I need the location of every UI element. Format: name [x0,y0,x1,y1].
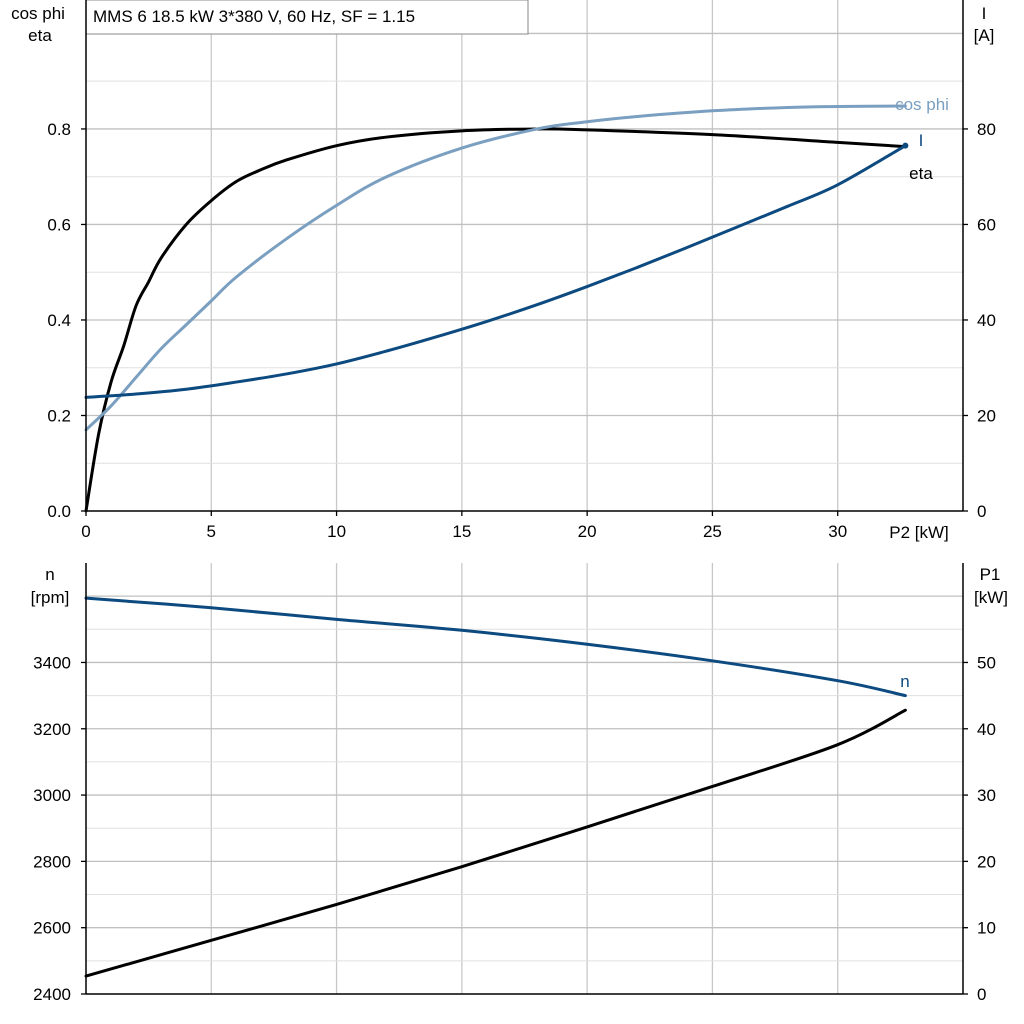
bottom-right-tick-label: 50 [977,653,996,672]
top-left-axis-label-cosphi: cos phi [11,4,65,23]
cosphi-curve-label: cos phi [895,95,949,114]
top-x-tick-label: 25 [703,522,722,541]
bottom-panel-grid [86,563,963,994]
top-left-tick-label: 0.2 [47,406,71,425]
top-right-tick-label: 20 [977,406,996,425]
p1-curve [84,708,907,978]
curves [84,104,909,978]
top-right-axis-label-i: I [982,4,987,23]
bottom-left-tick-label: 3400 [33,653,71,672]
cos-phi-curve [84,104,907,432]
top-x-tick-label: 30 [828,522,847,541]
bottom-left-tick-label: 3000 [33,786,71,805]
top-left-tick-label: 0.4 [47,311,71,330]
current-curve-label: I [919,131,924,150]
bottom-left-axis-label-unit: [rpm] [31,588,70,607]
top-right-tick-label: 40 [977,311,996,330]
bottom-right-tick-label: 0 [977,985,986,1004]
top-x-axis-label: P2 [kW] [889,523,949,542]
chart-title: MMS 6 18.5 kW 3*380 V, 60 Hz, SF = 1.15 [93,7,415,26]
top-left-tick-label: 0.6 [47,215,71,234]
top-x-tick-label: 0 [81,522,90,541]
i-curve [84,144,907,399]
bottom-right-axis-label-unit: [kW] [974,588,1008,607]
bottom-right-tick-label: 10 [977,919,996,938]
top-x-tick-label: 15 [452,522,471,541]
bottom-right-axis-label-p1: P1 [980,565,1001,584]
bottom-right-tick-label: 40 [977,720,996,739]
panel-frames [85,0,964,995]
tick-labels: 0 5 10 15 20 25 30 0.0 0.2 0.4 0.6 0.8 0 20 40 60 80 2400… [33,120,996,1004]
top-right-axis-label-unit: [A] [974,26,995,45]
top-right-tick-label: 80 [977,120,996,139]
current-curve-endpoint [902,142,909,149]
top-right-tick-label: 0 [977,502,986,521]
top-x-tick-label: 10 [327,522,346,541]
title-box [85,0,529,35]
top-x-tick-label: 5 [207,522,216,541]
bottom-left-tick-label: 3200 [33,720,71,739]
n-curve [84,596,907,698]
bottom-right-tick-label: 20 [977,852,996,871]
top-left-tick-label: 0.0 [47,502,71,521]
bottom-left-tick-label: 2400 [33,985,71,1004]
top-left-axis-label-eta: eta [28,26,52,45]
eta-curve-label: eta [909,164,933,183]
top-left-tick-label: 0.8 [47,120,71,139]
top-x-tick-label: 20 [578,522,597,541]
bottom-right-tick-label: 30 [977,786,996,805]
eta-curve [84,127,907,513]
bottom-left-axis-label-n: n [45,565,54,584]
bottom-left-tick-label: 2600 [33,919,71,938]
top-right-tick-label: 60 [977,215,996,234]
bottom-left-tick-label: 2800 [33,852,71,871]
top-panel-grid [86,0,963,511]
speed-curve-label: n [900,672,909,691]
